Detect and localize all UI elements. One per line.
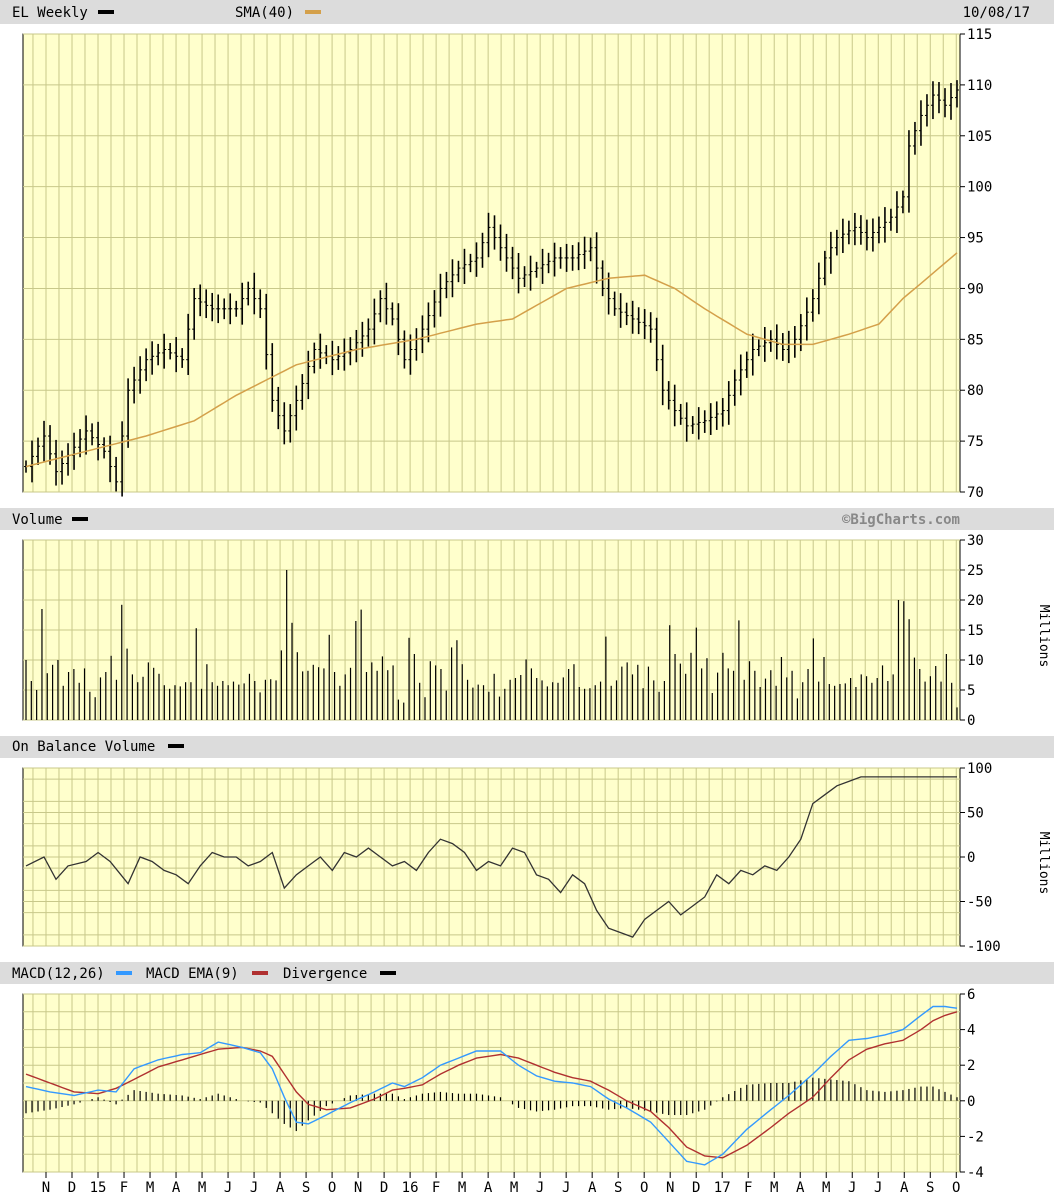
volume-ytick-label: 20 (967, 593, 984, 609)
volume-ytick-label: 25 (967, 563, 984, 579)
sma-legend-swatch (305, 10, 321, 14)
x-tick-label: D (692, 1180, 700, 1196)
macd-ytick-label: 4 (967, 1023, 975, 1039)
x-tick-label: M (198, 1180, 206, 1196)
macd-ytick-label: -4 (967, 1165, 984, 1181)
macd-ytick-label: 0 (967, 1094, 975, 1110)
x-tick-label: J (874, 1180, 882, 1196)
macd-legend-swatch (116, 971, 132, 975)
price-header-band (0, 0, 1054, 24)
price-ytick-label: 85 (967, 332, 984, 348)
divergence-legend-swatch (380, 971, 396, 975)
macd-ema-line (25, 1011, 958, 1159)
x-tick-label: J (848, 1180, 856, 1196)
obv-ytick-label: 50 (967, 806, 984, 822)
price-ytick-label: 115 (967, 27, 992, 43)
x-tick-label: F (120, 1180, 128, 1196)
volume-legend-swatch (72, 517, 88, 521)
obv-header-band (0, 736, 1054, 758)
x-tick-label: N (42, 1180, 50, 1196)
x-tick-label: J (224, 1180, 232, 1196)
ticker-label: EL Weekly (12, 5, 88, 21)
price-ytick-label: 95 (967, 231, 984, 247)
obv-ytick-label: 0 (967, 850, 975, 866)
macd-legend-2: MACD EMA(9) (146, 966, 239, 982)
macd-ytick-label: 2 (967, 1058, 975, 1074)
macd-ytick-label: -2 (967, 1129, 984, 1145)
macd-ytick-label: 6 (967, 987, 975, 1003)
volume-header-band (0, 508, 1054, 530)
obv-title: On Balance Volume (12, 739, 155, 755)
obv-line (25, 776, 957, 938)
x-tick-label: A (484, 1180, 493, 1196)
x-tick-label: S (302, 1180, 310, 1196)
price-ytick-label: 105 (967, 129, 992, 145)
x-tick-label: D (68, 1180, 76, 1196)
volume-ytick-label: 5 (967, 683, 975, 699)
x-tick-label: J (250, 1180, 258, 1196)
x-tick-label: 17 (714, 1180, 731, 1196)
obv-ylabel: Millions (1036, 832, 1051, 895)
x-tick-label: A (796, 1180, 805, 1196)
price-ytick-label: 80 (967, 383, 984, 399)
date-label: 10/08/17 (963, 5, 1030, 21)
macd-header-band (0, 962, 1054, 984)
x-tick-label: M (458, 1180, 466, 1196)
macd-legend-3: Divergence (283, 966, 367, 982)
copyright: ©BigCharts.com (842, 512, 960, 528)
obv-ytick-label: 100 (967, 761, 992, 777)
macd-legend-1: MACD(12,26) (12, 966, 105, 982)
x-tick-label: S (614, 1180, 622, 1196)
price-plot-area (22, 33, 961, 493)
x-tick-label: F (744, 1180, 752, 1196)
ema-legend-swatch (252, 971, 268, 975)
volume-ytick-label: 0 (967, 713, 975, 729)
obv-ytick-label: -100 (967, 939, 1001, 955)
x-tick-label: M (146, 1180, 154, 1196)
obv-ytick-label: -50 (967, 895, 992, 911)
x-tick-label: A (588, 1180, 597, 1196)
x-tick-label: N (354, 1180, 362, 1196)
x-tick-label: 16 (402, 1180, 419, 1196)
macd-line (25, 1005, 958, 1166)
x-tick-label: D (380, 1180, 388, 1196)
x-tick-label: M (822, 1180, 830, 1196)
x-tick-label: N (666, 1180, 674, 1196)
x-tick-label: M (770, 1180, 778, 1196)
sma-label: SMA(40) (235, 5, 294, 21)
x-tick-label: J (562, 1180, 570, 1196)
x-tick-label: 15 (90, 1180, 107, 1196)
x-tick-label: O (952, 1180, 960, 1196)
price-legend-swatch (98, 10, 114, 14)
sma-line (25, 252, 958, 468)
price-ytick-label: 90 (967, 281, 984, 297)
obv-legend-swatch (168, 744, 184, 748)
x-tick-label: J (536, 1180, 544, 1196)
x-tick-label: F (432, 1180, 440, 1196)
x-tick-label: A (900, 1180, 909, 1196)
x-tick-label: A (276, 1180, 285, 1196)
x-tick-label: A (172, 1180, 181, 1196)
price-ytick-label: 70 (967, 485, 984, 501)
volume-ytick-label: 15 (967, 623, 984, 639)
price-ytick-label: 100 (967, 180, 992, 196)
x-tick-label: M (510, 1180, 518, 1196)
volume-ylabel: Millions (1036, 605, 1051, 668)
volume-title: Volume (12, 512, 63, 528)
price-ytick-label: 110 (967, 78, 992, 94)
x-tick-label: O (328, 1180, 336, 1196)
price-ytick-label: 75 (967, 434, 984, 450)
x-tick-label: S (926, 1180, 934, 1196)
volume-ytick-label: 30 (967, 533, 984, 549)
volume-ytick-label: 10 (967, 653, 984, 669)
x-tick-label: O (640, 1180, 648, 1196)
